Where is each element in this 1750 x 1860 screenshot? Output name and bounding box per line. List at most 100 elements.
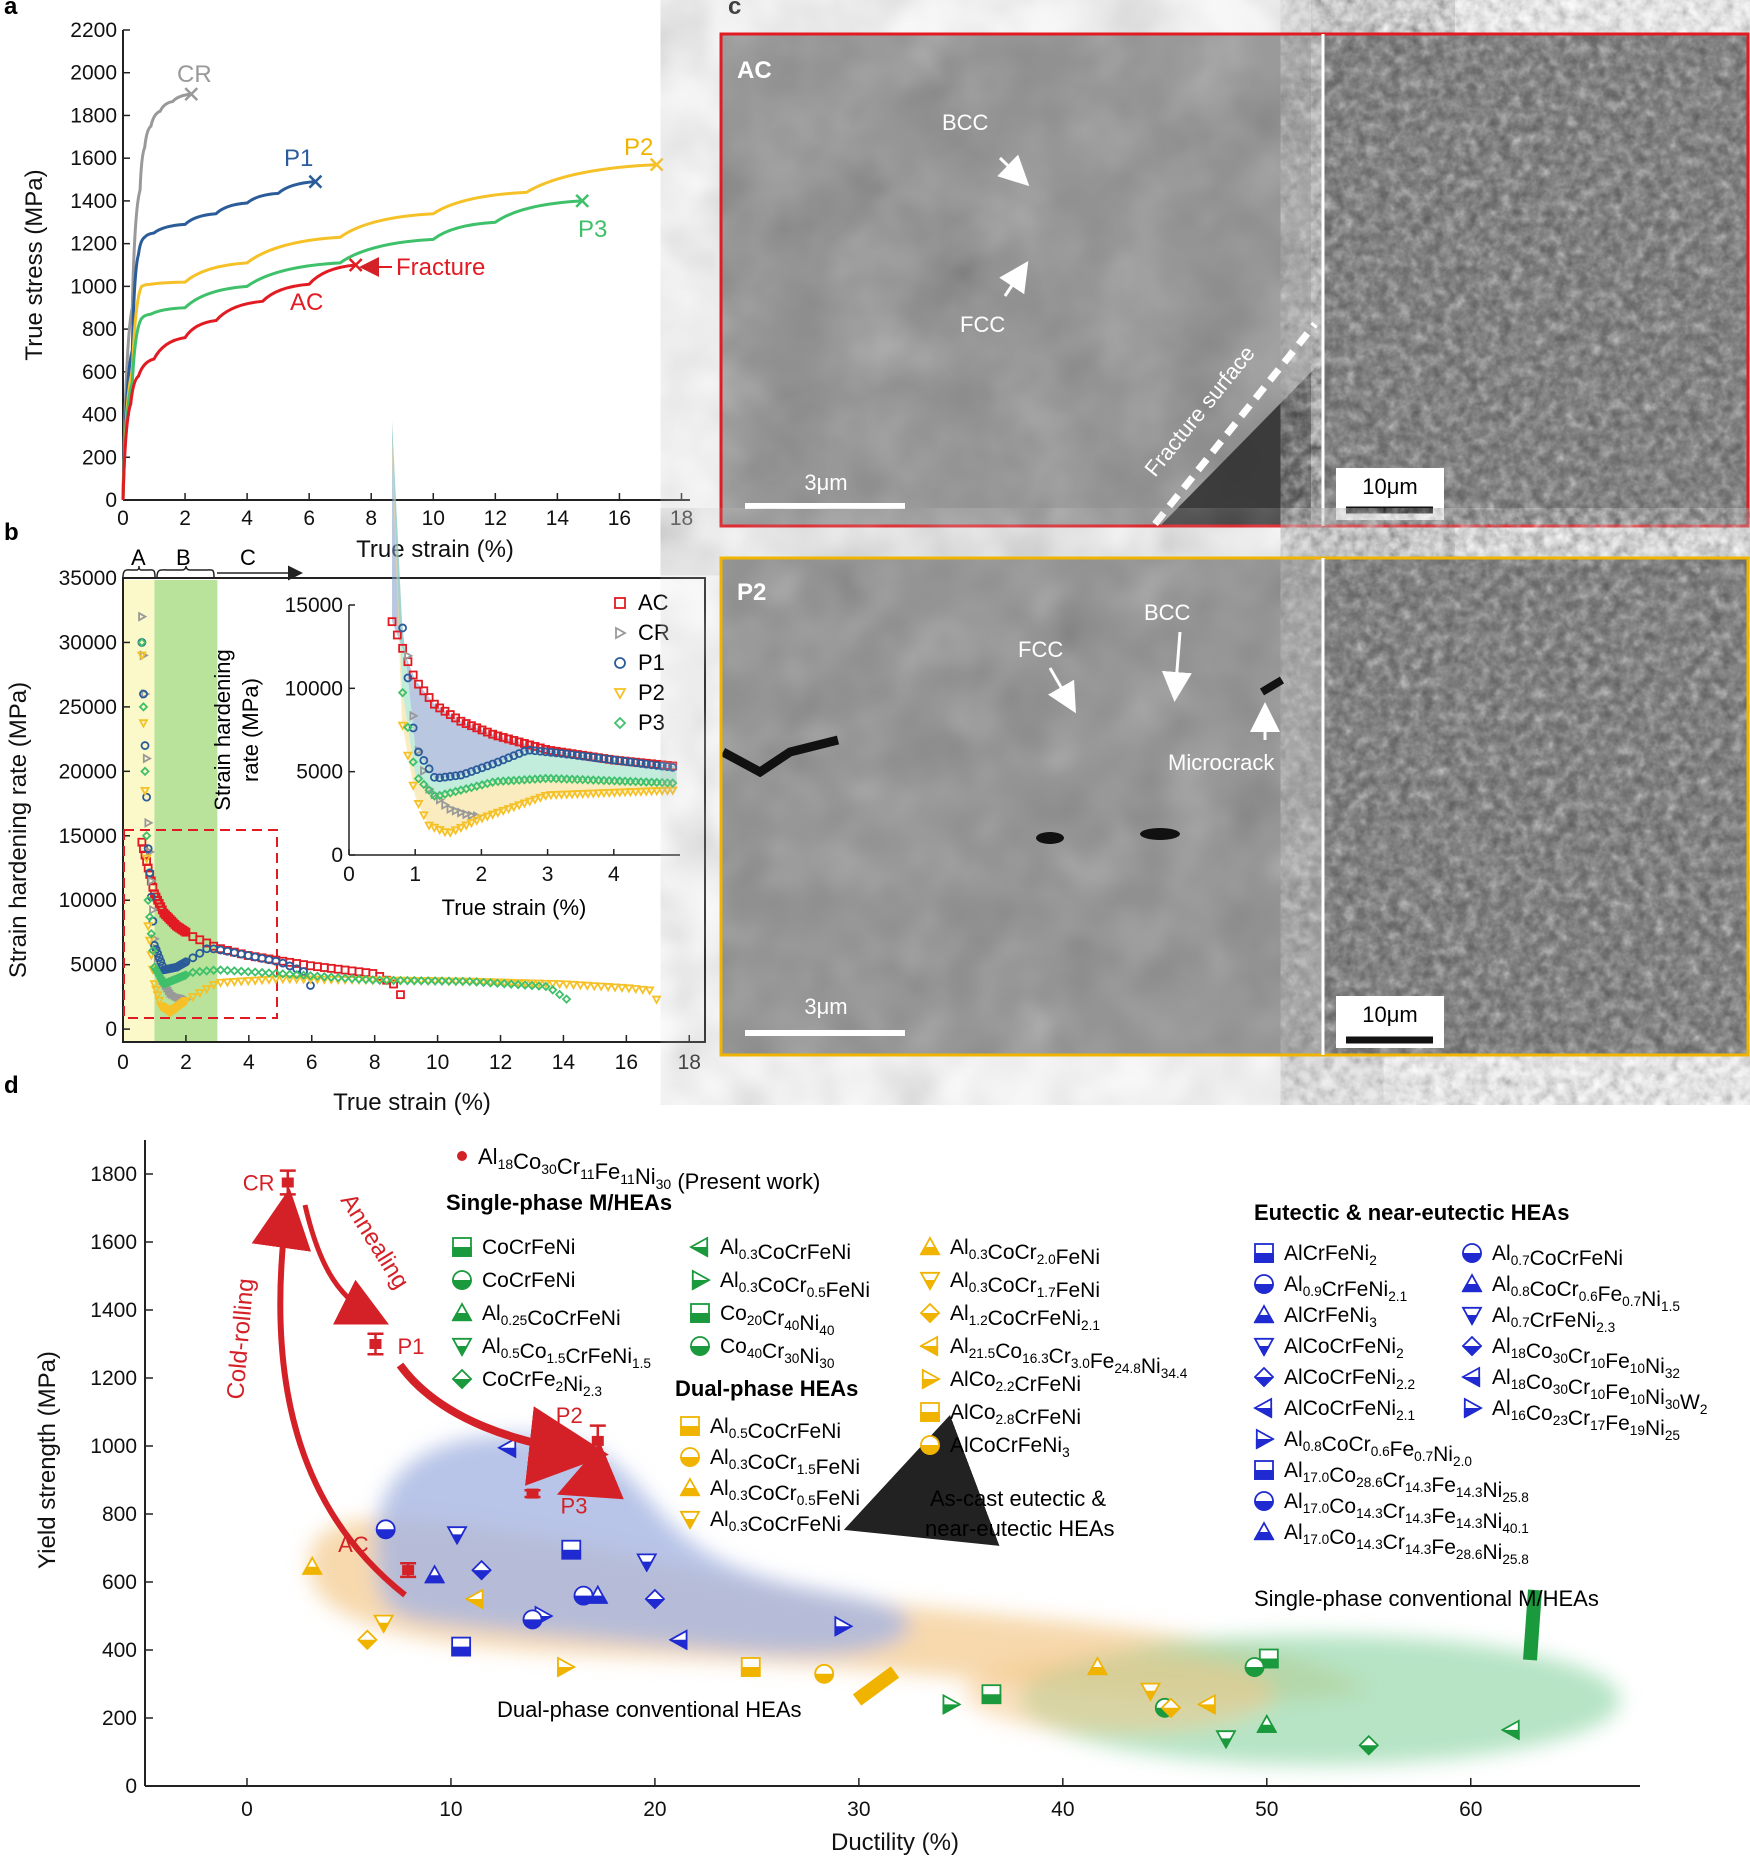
panel-a-x-tick: 12	[484, 507, 507, 530]
inset-point-p1	[620, 757, 630, 766]
inset-point-p1	[588, 753, 598, 762]
point-p2	[312, 975, 323, 985]
label-as-cast-1: As-cast eutectic &	[930, 1486, 1106, 1511]
eutectic-point-fill	[834, 1626, 853, 1637]
inset-point-cr	[446, 803, 456, 815]
legend-marker-fill	[690, 1313, 710, 1323]
inset-point-p2	[551, 790, 562, 801]
fracture-mark-p2	[649, 157, 664, 172]
point-p3	[250, 967, 260, 977]
dual-phase-point-fill	[1087, 1667, 1108, 1676]
point-p1	[151, 945, 161, 954]
inset-point-p1	[599, 754, 609, 764]
inset-point-ac	[525, 740, 535, 750]
label-p2: P2	[624, 134, 653, 161]
point-p2	[229, 977, 240, 988]
panel-a-x-tick: 4	[241, 507, 253, 530]
panel-a-chart: 0 2 4 6 8 10 12 14 16 18 0 200 400 600 800 1000 1200 1400…	[21, 19, 693, 563]
single-phase-point-fill	[1256, 1724, 1277, 1733]
series-p3	[137, 637, 572, 1004]
point-p2	[298, 975, 309, 985]
point-ac	[179, 926, 189, 936]
inset-point-cr	[457, 807, 467, 818]
legend-entry: Al0.5Co1.5CrFeNi1.5	[482, 1335, 651, 1371]
inset-point-p2	[641, 787, 652, 797]
inset-point-cr	[409, 710, 419, 721]
point-p3	[188, 967, 198, 978]
eutectic-point-fill	[451, 1646, 472, 1657]
point-p2	[603, 983, 614, 993]
legend-entry: Al0.3CoCr1.5FeNi	[710, 1446, 860, 1479]
point-p3	[312, 971, 323, 981]
point-p2	[651, 995, 662, 1005]
fracture-mark-p1	[308, 174, 323, 189]
annealing-arrow-1	[302, 1204, 389, 1325]
point-p3	[374, 975, 385, 985]
label-single-conv: Single-phase conventional M/HEAs	[1254, 1586, 1599, 1611]
point-p1	[188, 953, 198, 963]
panel-d-y-tick: 0	[125, 1775, 137, 1798]
panel-d-y-tick: 1600	[90, 1231, 137, 1254]
inset-point-ac	[419, 686, 429, 696]
point-p3	[464, 976, 475, 987]
panel-d-y-tick: 200	[102, 1707, 137, 1730]
panel-a-y-tick: 200	[82, 446, 117, 469]
point-p3	[257, 967, 267, 978]
point-ac	[326, 963, 336, 973]
legend-entry: AlCoCrFeNi2.2	[1284, 1366, 1415, 1392]
brace-a	[122, 565, 156, 578]
panel-a-y-tick: 600	[82, 361, 117, 384]
panel-b-y-tick: 0	[105, 1018, 117, 1041]
point-p2	[630, 985, 641, 995]
label-cold-rolling: Cold-rolling	[222, 1277, 259, 1400]
inset-point-p1	[594, 753, 603, 763]
panel-d-legend: Al18Co30Cr11Fe11Ni30 (Present work)Singl…	[446, 1144, 1707, 1567]
single-phase-point-fill	[981, 1694, 1002, 1705]
inset-point-p2	[503, 805, 514, 815]
inset-point-p1	[403, 673, 413, 683]
legend-marker-fill	[690, 1346, 710, 1356]
legend-entry: Al0.3CoCrFeNi	[720, 1236, 851, 1264]
legend-label-cr: CR	[638, 620, 670, 645]
point-p3	[340, 973, 350, 983]
label-p3: P3	[578, 216, 607, 243]
point-p2	[149, 980, 160, 990]
point-ac	[313, 962, 322, 972]
inset-point-p1	[435, 773, 445, 783]
inset-point-p2	[609, 788, 620, 798]
point-p3	[137, 637, 147, 648]
inset-point-p1	[625, 757, 635, 767]
panel-a-y-tick: 1400	[70, 190, 117, 213]
point-p2	[596, 982, 607, 992]
frame-ac	[719, 32, 1750, 528]
legend-marker-fill	[452, 1247, 472, 1257]
panel-b-x-tick: 12	[489, 1051, 512, 1074]
point-p3	[513, 979, 523, 990]
point-cr	[149, 904, 159, 915]
point-p2	[236, 977, 247, 987]
eutectic-point-fill	[561, 1549, 582, 1560]
inset-point-p2	[482, 812, 493, 822]
point-p3	[347, 973, 357, 984]
region-a-shade	[123, 580, 155, 1042]
label-ac: AC	[290, 289, 323, 316]
point-p2	[568, 980, 579, 990]
point-p3	[444, 976, 454, 986]
inset-point-p1	[610, 755, 619, 765]
legend-label-p3: P3	[638, 710, 665, 735]
inset-point-p1	[419, 755, 429, 765]
panel-d-y-tick: 1400	[90, 1299, 137, 1322]
point-p2	[547, 980, 558, 990]
inset-point-p2	[466, 819, 477, 829]
panel-d-x-tick: 0	[241, 1798, 253, 1821]
inset-point-p1	[541, 747, 551, 757]
inset-point-cr	[404, 650, 414, 661]
legend-entry: AlCo2.2CrFeNi	[950, 1368, 1081, 1396]
legend-marker-fill	[1255, 1439, 1274, 1449]
legend-marker-p2	[613, 688, 627, 700]
panel-a-y-tick: 2000	[70, 62, 117, 85]
point-p2	[582, 981, 593, 991]
dual-phase-point-fill	[814, 1673, 835, 1684]
panel-a-x-tick: 2	[179, 507, 191, 530]
inset-point-p2	[588, 789, 599, 799]
